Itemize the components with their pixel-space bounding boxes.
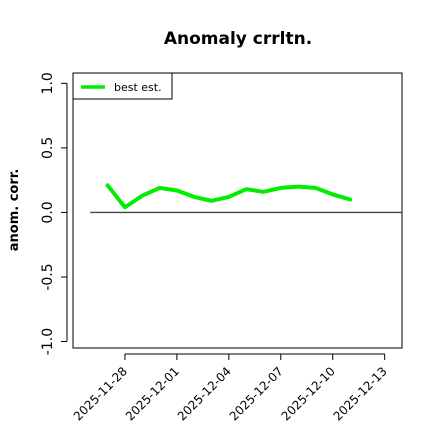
- y-tick-label: 1.0: [40, 72, 56, 94]
- y-tick-label: -0.5: [40, 263, 56, 290]
- series-lines: [90, 185, 402, 212]
- x-tick-label: 2025-12-04: [175, 364, 234, 423]
- legend-label: best est.: [114, 81, 162, 94]
- y-tick-label: 0.0: [40, 201, 56, 223]
- chart-title: Anomaly crrltn.: [164, 29, 312, 49]
- x-tick-label: 2025-11-28: [71, 364, 130, 423]
- y-tick-label: -1.0: [40, 328, 56, 355]
- y-axis-label: anom. corr.: [7, 169, 22, 252]
- y-tick-label: 0.5: [40, 137, 56, 159]
- axes: -1.0-0.50.00.51.02025-11-282025-12-01202…: [40, 72, 390, 423]
- plot-frame: [73, 73, 402, 348]
- x-tick-label: 2025-12-13: [331, 364, 390, 423]
- legend: best est.: [73, 73, 172, 99]
- x-tick-label: 2025-12-10: [279, 364, 338, 423]
- x-tick-label: 2025-12-07: [227, 364, 286, 423]
- series-line: [108, 185, 351, 207]
- x-tick-label: 2025-12-01: [123, 364, 182, 423]
